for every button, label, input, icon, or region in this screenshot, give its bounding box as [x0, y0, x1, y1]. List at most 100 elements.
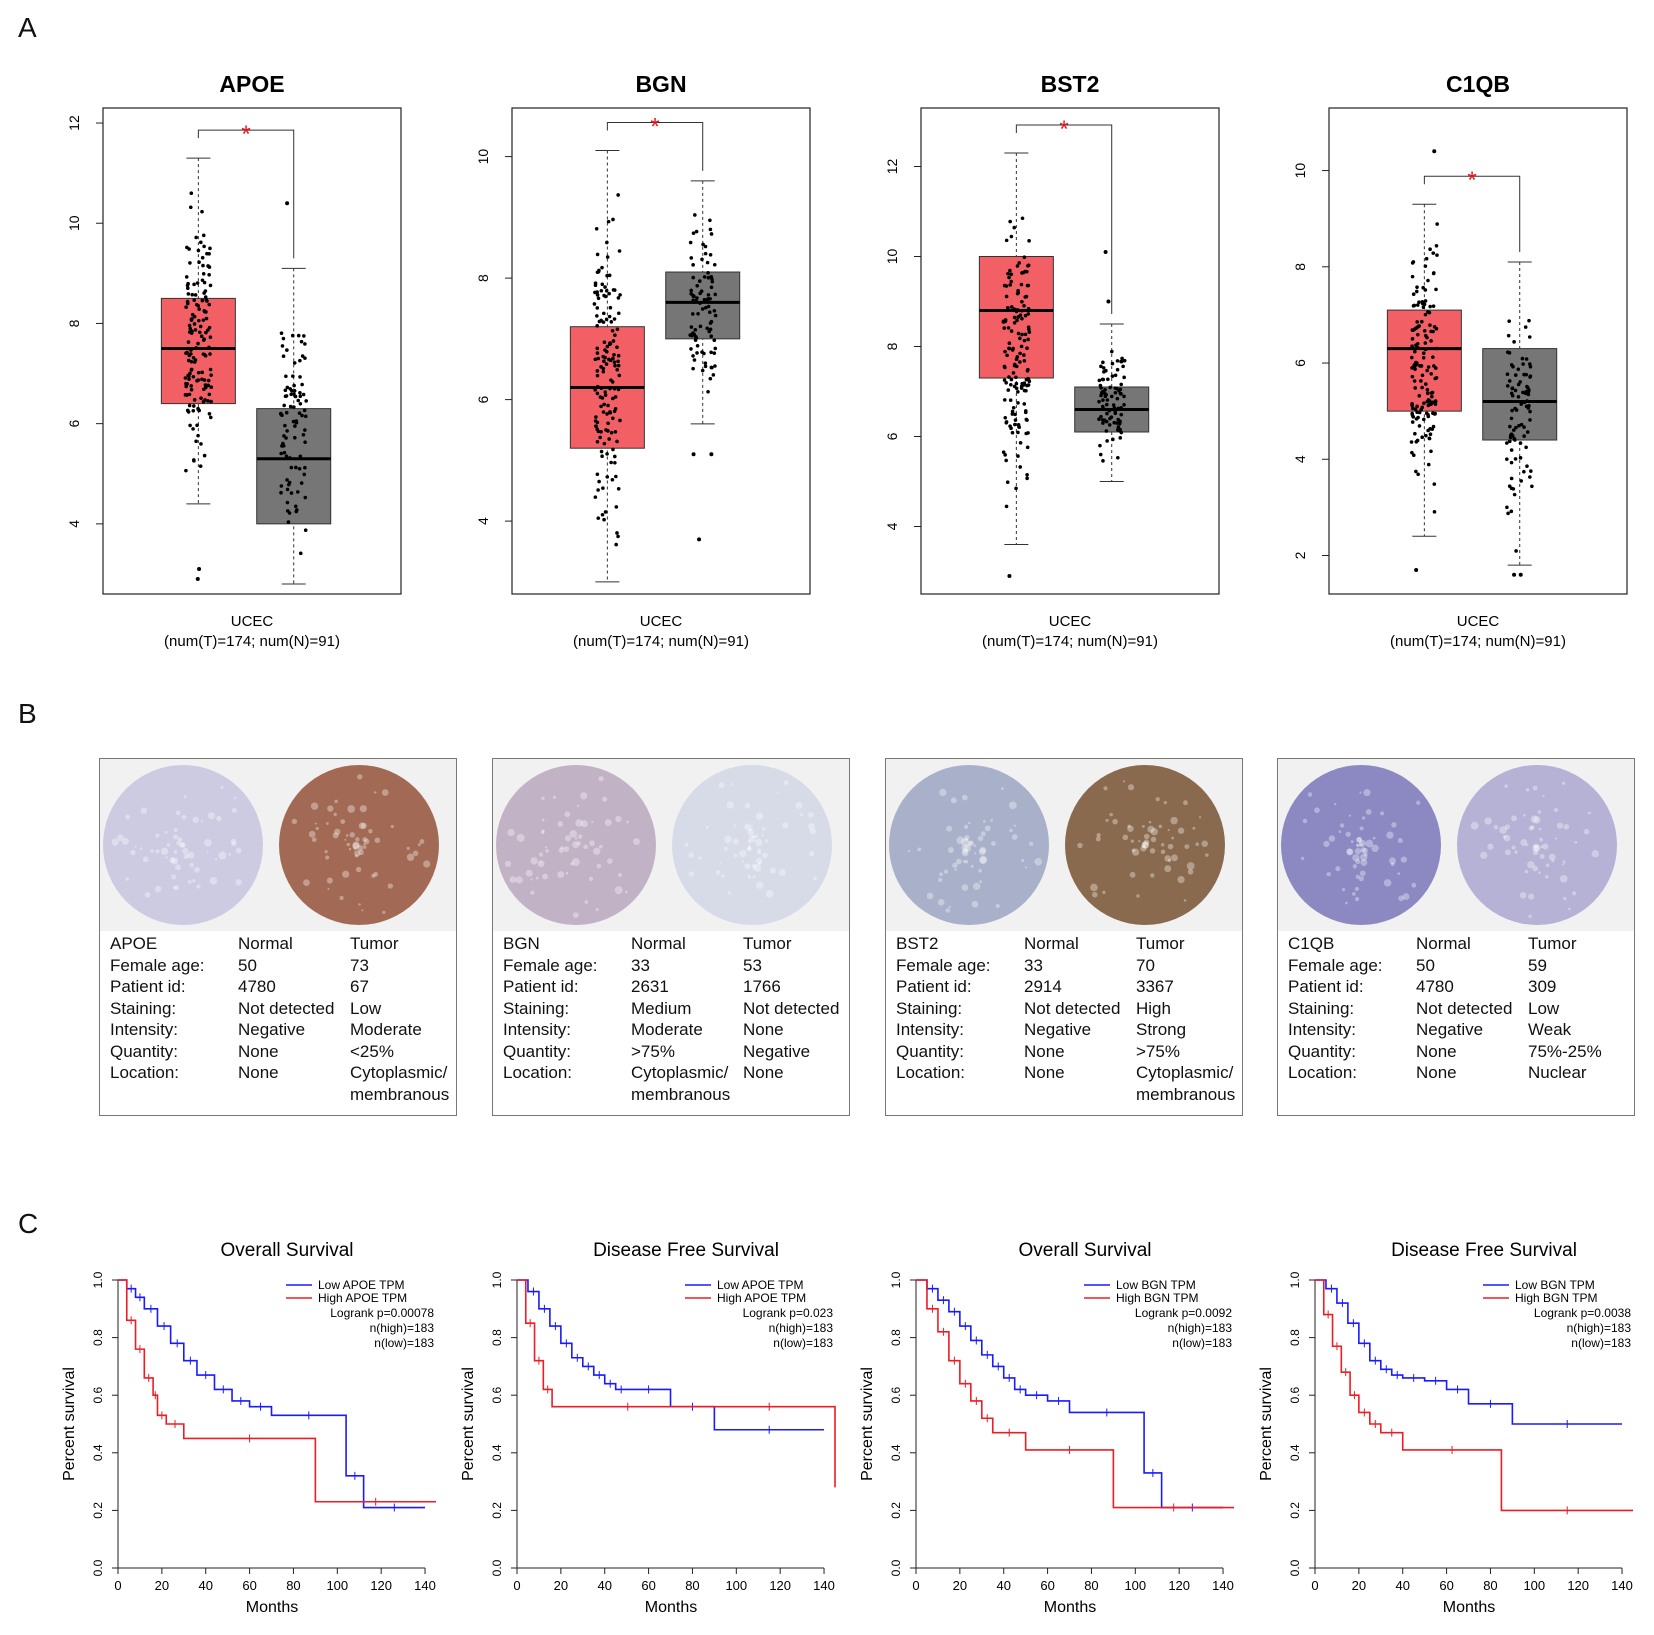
panel-label-a: A	[18, 12, 37, 43]
jitter-point	[203, 398, 207, 402]
tissue-texture	[1164, 855, 1171, 862]
significance-bracket	[197, 129, 295, 259]
ihc-header-row: BGN Normal Tumor	[503, 933, 845, 955]
tissue-texture	[962, 794, 968, 801]
jitter-point	[303, 495, 308, 500]
ihc-row-label: Patient id:	[1288, 977, 1364, 996]
tissue-texture	[1383, 879, 1392, 887]
jitter-point	[293, 424, 297, 428]
ihc-row: Patient id: 4780 67	[110, 976, 452, 998]
tissue-texture	[593, 847, 601, 855]
tissue-texture	[1129, 871, 1136, 878]
tissue-texture	[602, 796, 608, 802]
y-tick-label: 8	[1292, 263, 1308, 271]
y-tick-label: 10	[1292, 163, 1308, 179]
jitter-point	[1122, 375, 1126, 380]
tissue-texture	[1348, 814, 1351, 817]
jitter-point	[608, 410, 613, 415]
jitter-point	[208, 335, 213, 339]
ihc-row: Intensity: Negative Weak	[1288, 1019, 1630, 1041]
tissue-texture	[1524, 869, 1529, 874]
y-tick-label: 0.6	[91, 1387, 105, 1404]
jitter-point	[603, 393, 608, 397]
jitter-point	[1097, 399, 1101, 404]
tissue-texture	[1164, 865, 1172, 873]
ihc-normal-value: >75%	[631, 1041, 675, 1061]
tissue-texture	[1528, 825, 1534, 831]
tissue-texture	[945, 908, 951, 913]
tissue-texture	[1380, 811, 1385, 816]
jitter-point	[616, 193, 620, 197]
ihc-row: Quantity: None <25%	[110, 1041, 452, 1063]
tissue-texture	[756, 881, 764, 889]
tissue-texture	[955, 858, 962, 865]
ihc-normal-value: Cytoplasmic/	[631, 1063, 729, 1082]
jitter-point	[606, 219, 611, 224]
tissue-texture	[1539, 854, 1545, 859]
jitter-point	[1016, 454, 1020, 458]
ihc-normal-value: 50	[1416, 955, 1435, 975]
tissue-texture	[971, 900, 979, 908]
jitter-point	[189, 387, 194, 392]
jitter-point	[695, 351, 699, 355]
jitter-point	[611, 339, 616, 343]
jitter-point	[1113, 390, 1118, 395]
jitter-point	[1518, 380, 1522, 384]
y-axis-label: Percent survival	[1258, 1367, 1275, 1481]
ihc-tumor-value: None	[743, 1063, 784, 1082]
x-tick-label: 80	[286, 1578, 300, 1593]
ihc-header-row: APOE Normal Tumor	[110, 933, 452, 955]
jitter-point	[1025, 445, 1030, 450]
y-axis-label: Percent survival	[859, 1367, 876, 1481]
plot-frame	[920, 107, 1220, 595]
km-stat: n(low)=183	[773, 1336, 833, 1350]
normal-tissue-core	[496, 765, 656, 925]
y-tick-label: 0.4	[889, 1444, 903, 1461]
tissue-texture	[1574, 840, 1578, 844]
jitter-point	[1017, 261, 1022, 265]
jitter-point	[292, 361, 297, 365]
km-stat: Logrank p=0.0092	[1135, 1306, 1232, 1320]
tissue-texture	[1397, 872, 1401, 876]
tissue-texture	[209, 876, 218, 885]
jitter-point	[615, 439, 619, 444]
jitter-point	[191, 375, 196, 379]
jitter-point	[1509, 448, 1514, 452]
outlier-point	[1414, 567, 1419, 572]
tissue-texture	[214, 858, 218, 861]
jitter-point	[183, 376, 188, 380]
jitter-point	[201, 318, 206, 322]
tissue-texture	[125, 877, 130, 881]
jitter-point	[1430, 394, 1434, 399]
jitter-point	[296, 398, 301, 403]
jitter-point	[1513, 373, 1518, 377]
jitter-point	[202, 244, 206, 249]
jitter-point	[295, 490, 300, 494]
tissue-images-svg	[496, 765, 832, 925]
jitter-point	[1119, 359, 1124, 364]
tissue-texture	[589, 840, 595, 847]
jitter-point	[290, 388, 294, 393]
tissue-texture	[979, 856, 987, 864]
tissue-texture	[175, 810, 181, 816]
jitter-point	[196, 341, 200, 346]
y-tick-label: 6	[475, 395, 491, 403]
ihc-normal-value: Moderate	[631, 1020, 703, 1039]
ihc-tumor-value: <25%	[350, 1041, 394, 1061]
y-tick-label: 0.8	[889, 1329, 903, 1346]
ihc-tumor-value: High	[1136, 998, 1171, 1018]
tissue-texture	[173, 850, 178, 854]
jitter-point	[1509, 391, 1514, 396]
jitter-point	[709, 232, 714, 236]
ihc-tumor-value: 3367	[1136, 977, 1174, 996]
jitter-point	[700, 368, 705, 373]
jitter-point	[1020, 316, 1024, 321]
plot-frame	[1328, 107, 1628, 595]
jitter-point	[207, 302, 212, 307]
tissue-texture	[155, 849, 160, 854]
jitter-point	[1425, 391, 1430, 396]
tissue-texture	[967, 843, 971, 847]
tumor-tissue-core	[279, 765, 439, 925]
y-axis-label: Percent survival	[61, 1367, 78, 1481]
